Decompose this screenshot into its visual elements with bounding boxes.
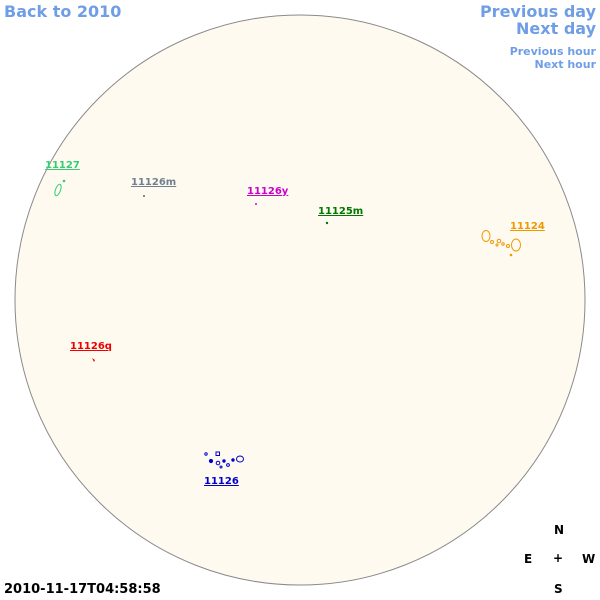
back-to-year-link[interactable]: Back to 2010 <box>4 2 122 21</box>
region-label-11126q[interactable]: 11126q <box>70 341 112 352</box>
previous-day-link[interactable]: Previous day <box>479 2 596 21</box>
region-label-11127[interactable]: 11127 <box>45 160 80 171</box>
region-11125m-spot <box>325 221 329 225</box>
region-11126m-spot <box>143 195 145 197</box>
region-label-11124[interactable]: 11124 <box>510 221 545 232</box>
compass-center: + <box>553 551 564 565</box>
compass-west: W <box>582 552 596 566</box>
region-11126q-spot <box>92 358 95 362</box>
next-day-link[interactable]: Next day <box>516 19 596 38</box>
region-11124-contours <box>481 230 521 257</box>
region-label-11126y[interactable]: 11126y <box>247 186 289 197</box>
solar-disc <box>14 14 586 586</box>
compass-east: E <box>524 552 533 566</box>
region-label-11126[interactable]: 11126 <box>204 476 239 487</box>
observation-timestamp: 2010-11-17T04:58:58 <box>4 582 161 597</box>
region-11126-contours <box>204 451 244 469</box>
previous-hour-link[interactable]: Previous hour <box>509 45 596 58</box>
region-label-11125m[interactable]: 11125m <box>318 206 364 217</box>
next-hour-link[interactable]: Next hour <box>534 58 597 71</box>
region-11126y-spot <box>255 203 257 205</box>
compass-north: N <box>554 523 565 537</box>
compass-south: S <box>554 582 563 596</box>
region-label-11126m[interactable]: 11126m <box>131 177 177 188</box>
region-11127-contour <box>54 179 66 197</box>
